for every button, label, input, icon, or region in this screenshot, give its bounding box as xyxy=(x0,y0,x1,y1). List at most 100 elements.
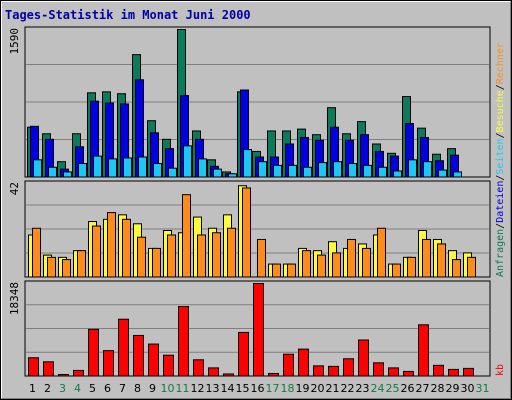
bar-seiten-day-4 xyxy=(78,163,87,178)
bar-rechner-day-30 xyxy=(467,256,476,278)
bar-kb-day-8 xyxy=(133,334,144,377)
bar-rechner-day-16 xyxy=(257,238,266,278)
bar-kb-day-21 xyxy=(328,365,339,377)
bar-kb-day-29 xyxy=(448,368,459,377)
x-tick-label: 8 xyxy=(134,382,141,395)
bar-kb-day-2 xyxy=(43,361,54,377)
x-tick-label: 28 xyxy=(431,382,445,395)
x-tick-label: 19 xyxy=(296,382,310,395)
bar-seiten-day-26 xyxy=(408,159,417,178)
legend-entry: Seiten xyxy=(495,138,506,174)
legend-entry: Rechner xyxy=(495,42,506,84)
x-tick-label: 6 xyxy=(104,382,111,395)
x-tick-label: 21 xyxy=(326,382,340,395)
bar-rechner-day-26 xyxy=(407,256,416,278)
series-legend: Anfragen/Dateien/Seiten/Besuche/Rechner xyxy=(495,42,506,277)
legend-entry: / xyxy=(495,132,506,138)
x-tick-label: 23 xyxy=(356,382,370,395)
x-tick-label: 10 xyxy=(161,382,175,395)
bar-rechner-day-20 xyxy=(317,254,326,278)
bar-kb-day-28 xyxy=(433,364,444,377)
x-tick-label: 26 xyxy=(401,382,415,395)
x-tick-label: 12 xyxy=(191,382,205,395)
bar-seiten-day-23 xyxy=(363,164,372,178)
bar-rechner-day-29 xyxy=(452,259,461,278)
chart-title: Tages-Statistik im Monat Juni 2000 xyxy=(5,8,251,22)
bar-seiten-day-21 xyxy=(333,161,342,178)
x-tick-label: 17 xyxy=(266,382,280,395)
ymax-label-bottom: 18348 xyxy=(8,282,21,315)
bar-rechner-day-5 xyxy=(92,225,101,278)
x-tick-label: 16 xyxy=(251,382,265,395)
bar-rechner-day-7 xyxy=(122,218,131,278)
x-tick-label: 24 xyxy=(371,382,385,395)
legend-entry: Anfragen xyxy=(495,229,506,277)
x-tick-label: 15 xyxy=(236,382,250,395)
bar-kb-day-19 xyxy=(298,348,309,377)
x-tick-label: 1 xyxy=(29,382,36,395)
bar-seiten-day-16 xyxy=(258,161,267,178)
bar-rechner-day-14 xyxy=(227,227,236,278)
bar-kb-day-3 xyxy=(58,373,69,377)
bar-seiten-day-27 xyxy=(423,161,432,178)
bar-kb-day-15 xyxy=(238,331,249,377)
bar-rechner-day-23 xyxy=(362,247,371,278)
kb-label: kb xyxy=(495,364,506,376)
bar-seiten-day-10 xyxy=(168,167,177,178)
bar-rechner-day-17 xyxy=(272,263,281,278)
x-tick-label: 29 xyxy=(446,382,460,395)
x-tick-label: 20 xyxy=(311,382,325,395)
bar-kb-day-18 xyxy=(283,353,294,377)
x-tick-label: 31 xyxy=(476,382,490,395)
bar-rechner-day-19 xyxy=(302,250,311,278)
bar-seiten-day-28 xyxy=(438,169,447,178)
legend-entry: / xyxy=(495,175,506,181)
bar-rechner-day-28 xyxy=(437,243,446,278)
bar-rechner-day-13 xyxy=(212,232,221,278)
legend-entry: / xyxy=(495,84,506,90)
bar-kb-day-4 xyxy=(73,369,84,377)
bar-kb-day-9 xyxy=(148,343,159,377)
bar-rechner-day-9 xyxy=(152,247,161,278)
bar-seiten-day-15 xyxy=(243,149,252,178)
bar-seiten-day-25 xyxy=(393,170,402,178)
x-tick-label: 14 xyxy=(221,382,235,395)
bar-kb-day-26 xyxy=(403,370,414,377)
bar-rechner-day-4 xyxy=(77,250,86,278)
legend-entry: Dateien xyxy=(495,181,506,223)
bar-kb-day-5 xyxy=(88,328,99,377)
bar-kb-day-11 xyxy=(178,306,189,377)
x-tick-label: 4 xyxy=(74,382,81,395)
bar-seiten-day-9 xyxy=(153,163,162,178)
bar-seiten-day-18 xyxy=(288,164,297,178)
x-tick-label: 3 xyxy=(59,382,66,395)
ymax-label-top: 1590 xyxy=(8,28,21,55)
bar-kb-day-7 xyxy=(118,318,129,377)
bar-rechner-day-22 xyxy=(347,238,356,278)
bar-seiten-day-22 xyxy=(348,163,357,178)
bar-kb-day-17 xyxy=(268,372,279,377)
bar-seiten-day-29 xyxy=(453,171,462,178)
bar-rechner-day-8 xyxy=(137,236,146,278)
bar-seiten-day-1 xyxy=(33,159,42,178)
bar-kb-day-6 xyxy=(103,350,114,377)
bar-rechner-day-24 xyxy=(377,227,386,278)
bar-kb-day-12 xyxy=(193,359,204,377)
x-tick-label: 13 xyxy=(206,382,220,395)
bar-rechner-day-2 xyxy=(47,256,56,278)
bar-rechner-day-1 xyxy=(32,227,41,278)
bar-seiten-day-11 xyxy=(183,145,192,178)
bar-kb-day-16 xyxy=(253,283,264,377)
bar-seiten-day-19 xyxy=(303,166,312,178)
bar-kb-day-10 xyxy=(163,354,174,377)
bar-seiten-day-17 xyxy=(273,164,282,178)
bar-kb-day-23 xyxy=(358,339,369,377)
bar-seiten-day-8 xyxy=(138,156,147,178)
bar-seiten-day-24 xyxy=(378,166,387,178)
bar-rechner-day-27 xyxy=(422,238,431,278)
bar-seiten-day-2 xyxy=(48,166,57,178)
x-tick-label: 9 xyxy=(149,382,156,395)
